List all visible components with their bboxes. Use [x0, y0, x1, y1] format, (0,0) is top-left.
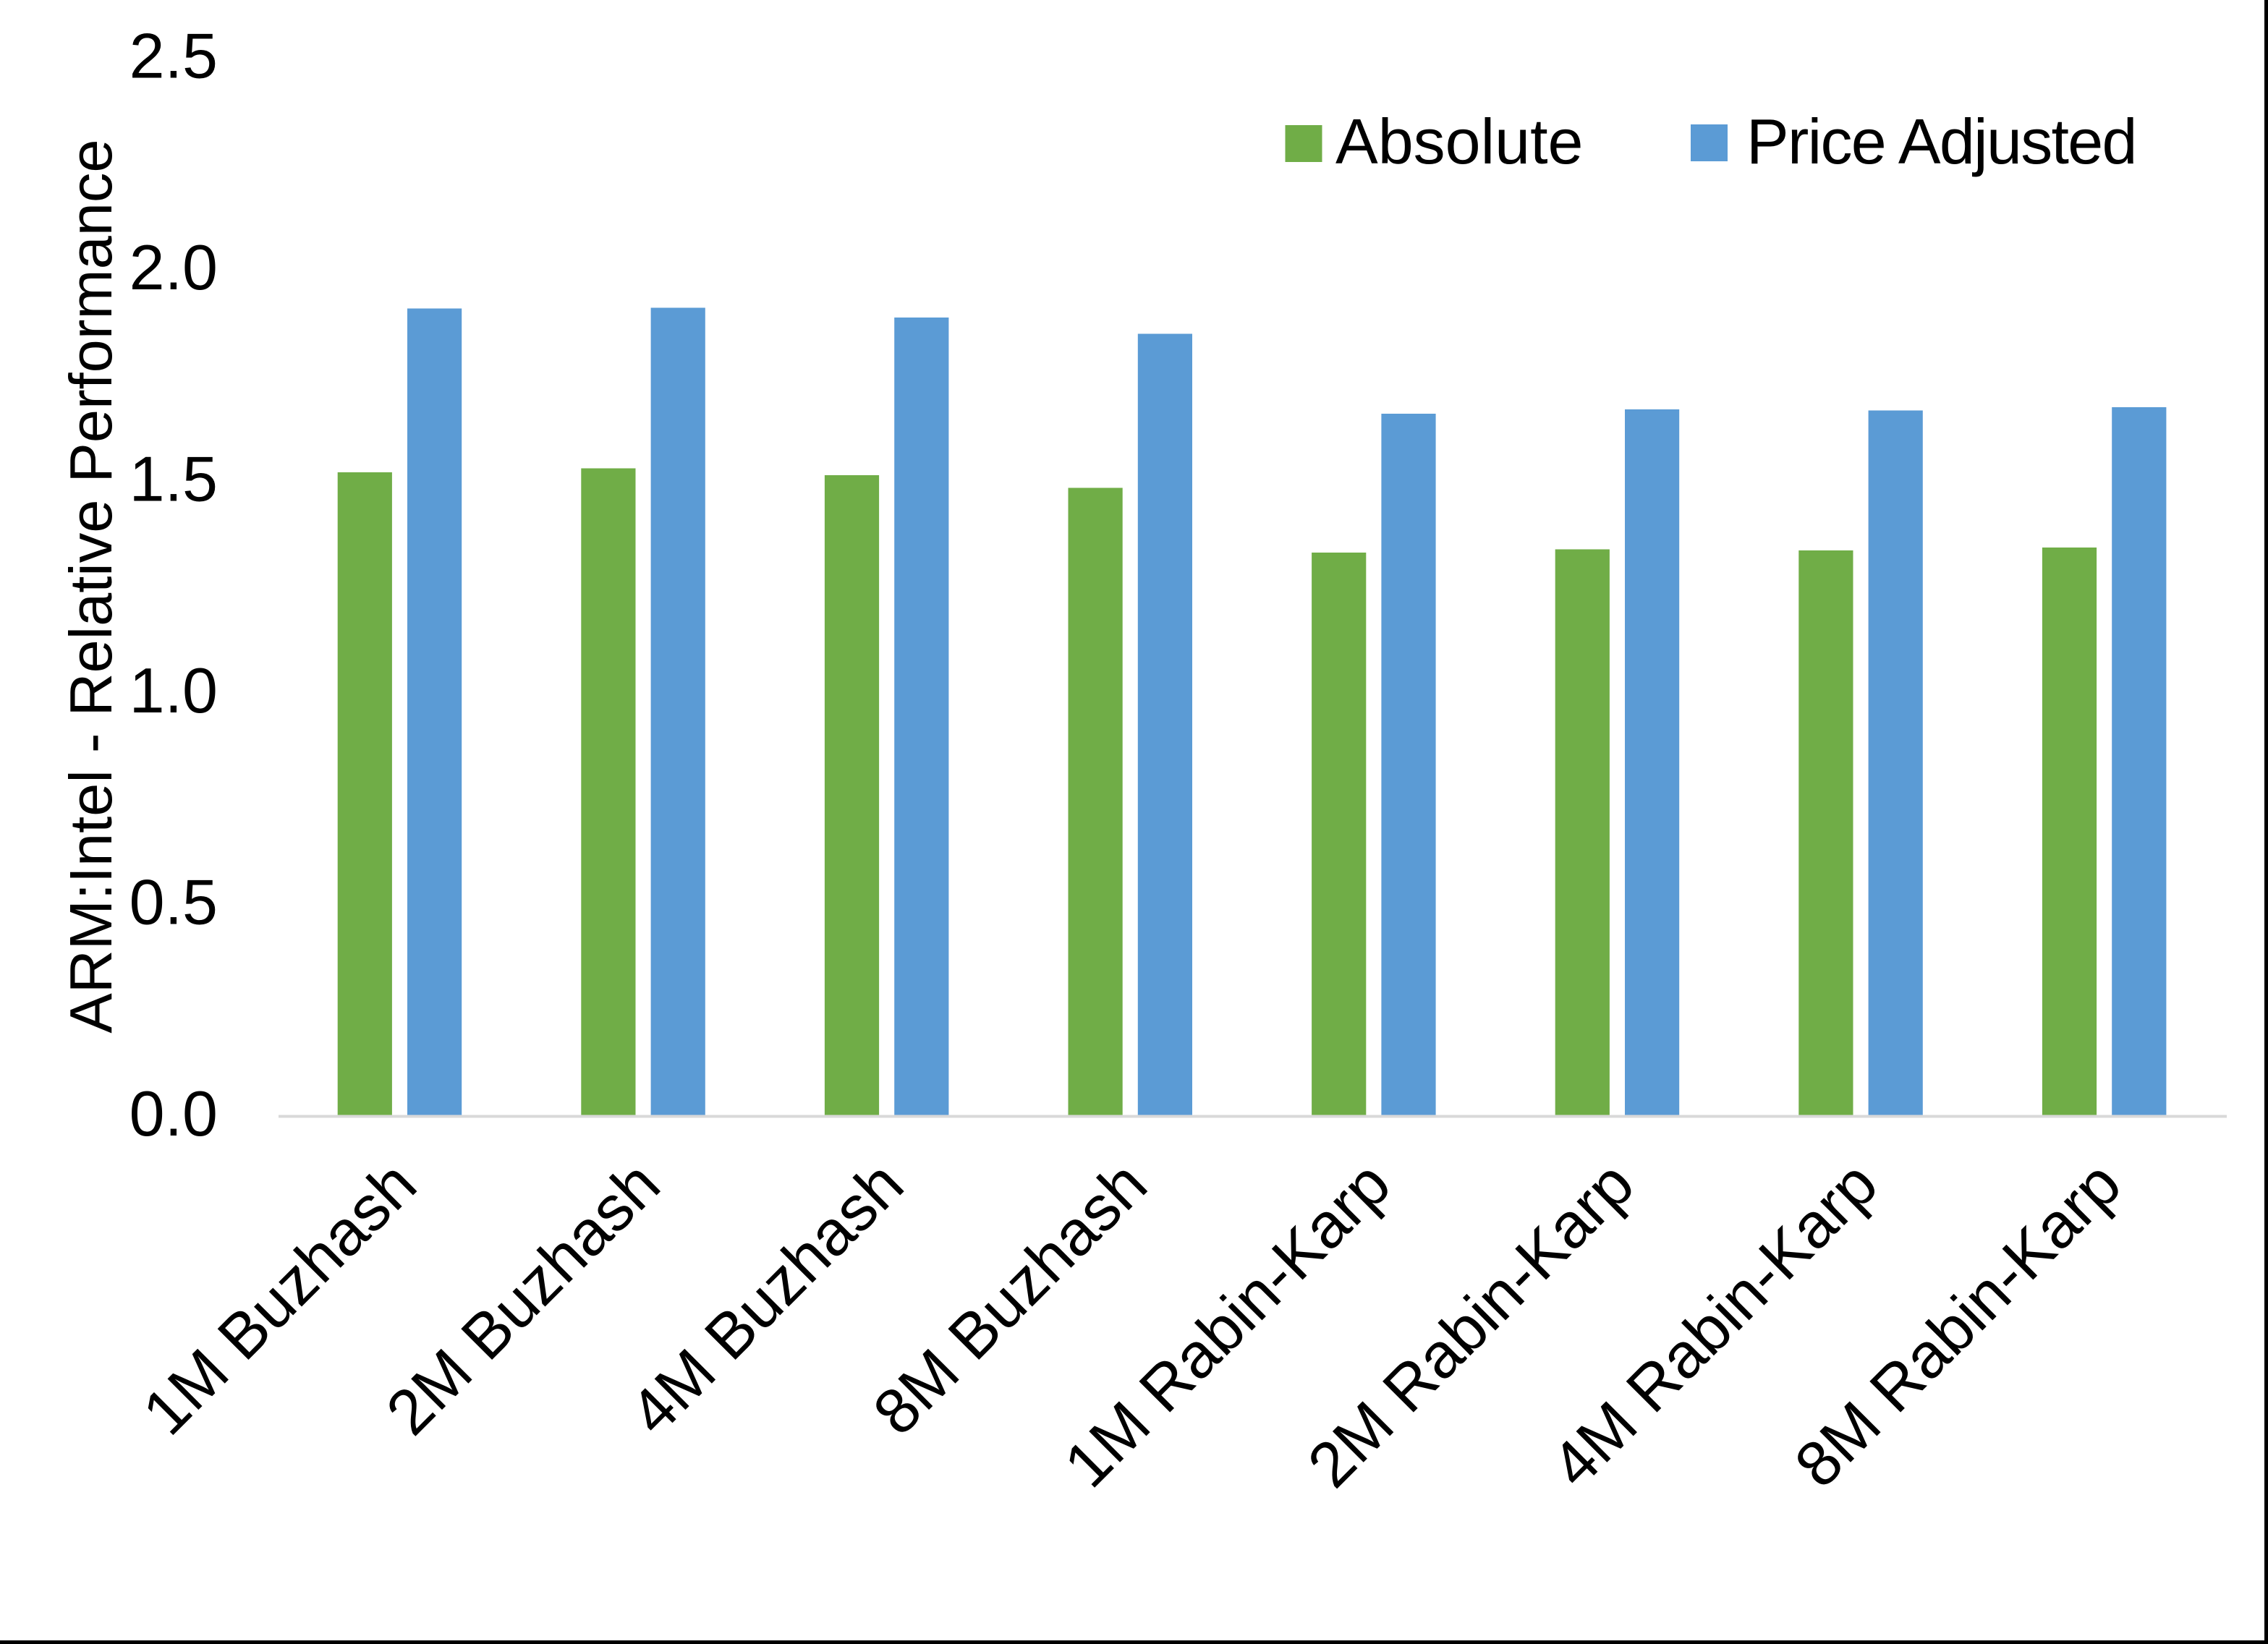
svg-text:1.0: 1.0 [129, 655, 218, 726]
svg-text:2.0: 2.0 [129, 231, 218, 303]
svg-text:2.5: 2.5 [129, 20, 218, 92]
svg-text:0.0: 0.0 [129, 1078, 218, 1149]
svg-text:1.5: 1.5 [129, 443, 218, 515]
svg-text:Absolute: Absolute [1335, 106, 1583, 177]
svg-text:ARM:Intel - Relative Performan: ARM:Intel - Relative Performance [57, 139, 124, 1033]
svg-text:0.5: 0.5 [129, 866, 218, 938]
svg-text:Price Adjusted: Price Adjusted [1746, 106, 2136, 177]
